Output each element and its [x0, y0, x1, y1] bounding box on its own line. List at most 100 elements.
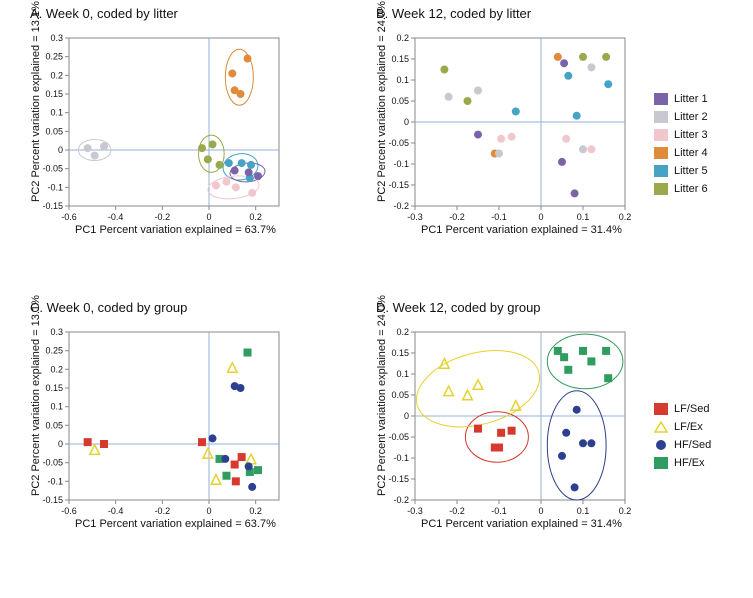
svg-text:0.2: 0.2	[249, 212, 262, 222]
svg-text:-0.2: -0.2	[449, 212, 465, 222]
svg-text:0.05: 0.05	[391, 390, 409, 400]
legend-group: LF/Sed LF/Ex HF/Sed HF/Ex	[654, 400, 711, 472]
svg-text:0.1: 0.1	[50, 108, 63, 118]
panel-c-plot: -0.6 -0.4 -0.2 0 0.2 -0.15 -0.1 -0.05 0 0.05 0.1 0.…	[24, 314, 284, 544]
svg-text:0.1: 0.1	[396, 369, 409, 379]
legend-label: Litter 4	[674, 147, 708, 159]
svg-text:-0.15: -0.15	[388, 474, 409, 484]
svg-text:0.2: 0.2	[396, 33, 409, 43]
panel-c-xlabel: PC1 Percent variation explained = 63.7%	[75, 518, 276, 530]
svg-text:0: 0	[206, 212, 211, 222]
legend-label: LF/Sed	[674, 403, 709, 415]
panel-a-title: A. Week 0, coded by litter	[30, 6, 178, 21]
panel-a-plot: -0.6 -0.4 -0.2 0 0.2 -0.15 -0.1 -0.05 0 0.05 0.1 0.…	[24, 20, 284, 250]
legend-label: HF/Sed	[674, 439, 711, 451]
svg-text:0.2: 0.2	[50, 364, 63, 374]
panel-b-title: B. Week 12, coded by litter	[376, 6, 531, 21]
svg-text:-0.2: -0.2	[155, 506, 171, 516]
svg-text:0.2: 0.2	[249, 506, 262, 516]
svg-text:0.05: 0.05	[391, 96, 409, 106]
svg-text:0: 0	[58, 439, 63, 449]
svg-text:0: 0	[538, 506, 543, 516]
svg-text:-0.05: -0.05	[42, 164, 63, 174]
svg-text:0.3: 0.3	[50, 33, 63, 43]
legend-item: HF/Ex	[654, 454, 711, 472]
panel-c: C. Week 0, coded by group -0.6 -0.4 -0.2 0 0…	[24, 300, 284, 555]
svg-text:-0.15: -0.15	[42, 495, 63, 505]
svg-text:0.2: 0.2	[396, 327, 409, 337]
svg-text:-0.1: -0.1	[491, 212, 507, 222]
legend-label: Litter 5	[674, 165, 708, 177]
svg-text:-0.1: -0.1	[393, 453, 409, 463]
svg-text:0.05: 0.05	[45, 420, 63, 430]
panel-d-xlabel: PC1 Percent variation explained = 31.4%	[421, 518, 622, 530]
panel-b: B. Week 12, coded by litter -0.3-0.2-0.1…	[370, 6, 630, 261]
panel-a: A. Week 0, coded by litter -0.6 -0.4 -0.2 0…	[24, 6, 284, 261]
legend-label: Litter 3	[674, 129, 708, 141]
svg-text:-0.6: -0.6	[61, 506, 77, 516]
svg-text:-0.3: -0.3	[407, 212, 423, 222]
svg-text:-0.15: -0.15	[42, 201, 63, 211]
panel-d: D. Week 12, coded by group -0.3-0.2-0.10…	[370, 300, 630, 555]
svg-text:-0.15: -0.15	[388, 180, 409, 190]
svg-text:0.25: 0.25	[45, 346, 63, 356]
legend-item: Litter 4	[654, 144, 708, 162]
panel-d-title: D. Week 12, coded by group	[376, 300, 541, 315]
legend-litter: Litter 1 Litter 2 Litter 3 Litter 4 Litter 5…	[654, 90, 708, 198]
legend-item: LF/Ex	[654, 418, 711, 436]
svg-text:-0.4: -0.4	[108, 506, 124, 516]
legend-item: LF/Sed	[654, 400, 711, 418]
svg-text:0.15: 0.15	[391, 54, 409, 64]
panel-c-title: C. Week 0, coded by group	[30, 300, 187, 315]
svg-text:0: 0	[538, 212, 543, 222]
legend-item: Litter 3	[654, 126, 708, 144]
svg-text:-0.2: -0.2	[393, 495, 409, 505]
svg-text:-0.2: -0.2	[155, 212, 171, 222]
legend-label: LF/Ex	[674, 421, 703, 433]
svg-text:0.15: 0.15	[391, 348, 409, 358]
panel-d-ylabel: PC2 Percent variation explained = 24.0%	[376, 295, 388, 496]
svg-text:-0.4: -0.4	[108, 212, 124, 222]
svg-text:-0.05: -0.05	[388, 138, 409, 148]
svg-text:0: 0	[206, 506, 211, 516]
legend-label: Litter 6	[674, 183, 708, 195]
svg-text:0.1: 0.1	[396, 75, 409, 85]
svg-text:-0.3: -0.3	[407, 506, 423, 516]
legend-label: Litter 1	[674, 93, 708, 105]
legend-item: HF/Sed	[654, 436, 711, 454]
legend-label: Litter 2	[674, 111, 708, 123]
svg-text:-0.05: -0.05	[388, 432, 409, 442]
svg-text:0.2: 0.2	[50, 70, 63, 80]
svg-text:0.1: 0.1	[50, 402, 63, 412]
legend-item: Litter 6	[654, 180, 708, 198]
svg-text:-0.1: -0.1	[393, 159, 409, 169]
svg-text:-0.1: -0.1	[47, 182, 63, 192]
svg-text:0: 0	[58, 145, 63, 155]
svg-text:-0.2: -0.2	[393, 201, 409, 211]
svg-text:0.2: 0.2	[619, 506, 632, 516]
panel-d-plot: -0.3-0.2-0.100.10.2-0.2-0.15-0.1-0.0500.…	[370, 314, 630, 544]
svg-text:0.25: 0.25	[45, 52, 63, 62]
panel-c-ylabel: PC2 Percent variation explained = 13.1%	[30, 295, 42, 496]
svg-text:-0.1: -0.1	[47, 476, 63, 486]
svg-text:0.15: 0.15	[45, 89, 63, 99]
svg-text:0.05: 0.05	[45, 126, 63, 136]
panel-a-ylabel: PC2 Percent variation explained = 13.1%	[30, 1, 42, 202]
panel-b-ylabel: PC2 Percent variation explained = 24.0%	[376, 1, 388, 202]
svg-text:0: 0	[404, 411, 409, 421]
svg-text:-0.2: -0.2	[449, 506, 465, 516]
svg-text:0.2: 0.2	[619, 212, 632, 222]
svg-text:0: 0	[404, 117, 409, 127]
svg-text:0.3: 0.3	[50, 327, 63, 337]
svg-text:-0.05: -0.05	[42, 458, 63, 468]
legend-label: HF/Ex	[674, 457, 705, 469]
svg-text:0.15: 0.15	[45, 383, 63, 393]
panel-a-xlabel: PC1 Percent variation explained = 63.7%	[75, 224, 276, 236]
svg-text:0.1: 0.1	[577, 212, 590, 222]
legend-item: Litter 5	[654, 162, 708, 180]
legend-item: Litter 2	[654, 108, 708, 126]
svg-text:-0.6: -0.6	[61, 212, 77, 222]
svg-text:-0.1: -0.1	[491, 506, 507, 516]
figure: A. Week 0, coded by litter -0.6 -0.4 -0.2 0…	[0, 0, 753, 598]
legend-item: Litter 1	[654, 90, 708, 108]
